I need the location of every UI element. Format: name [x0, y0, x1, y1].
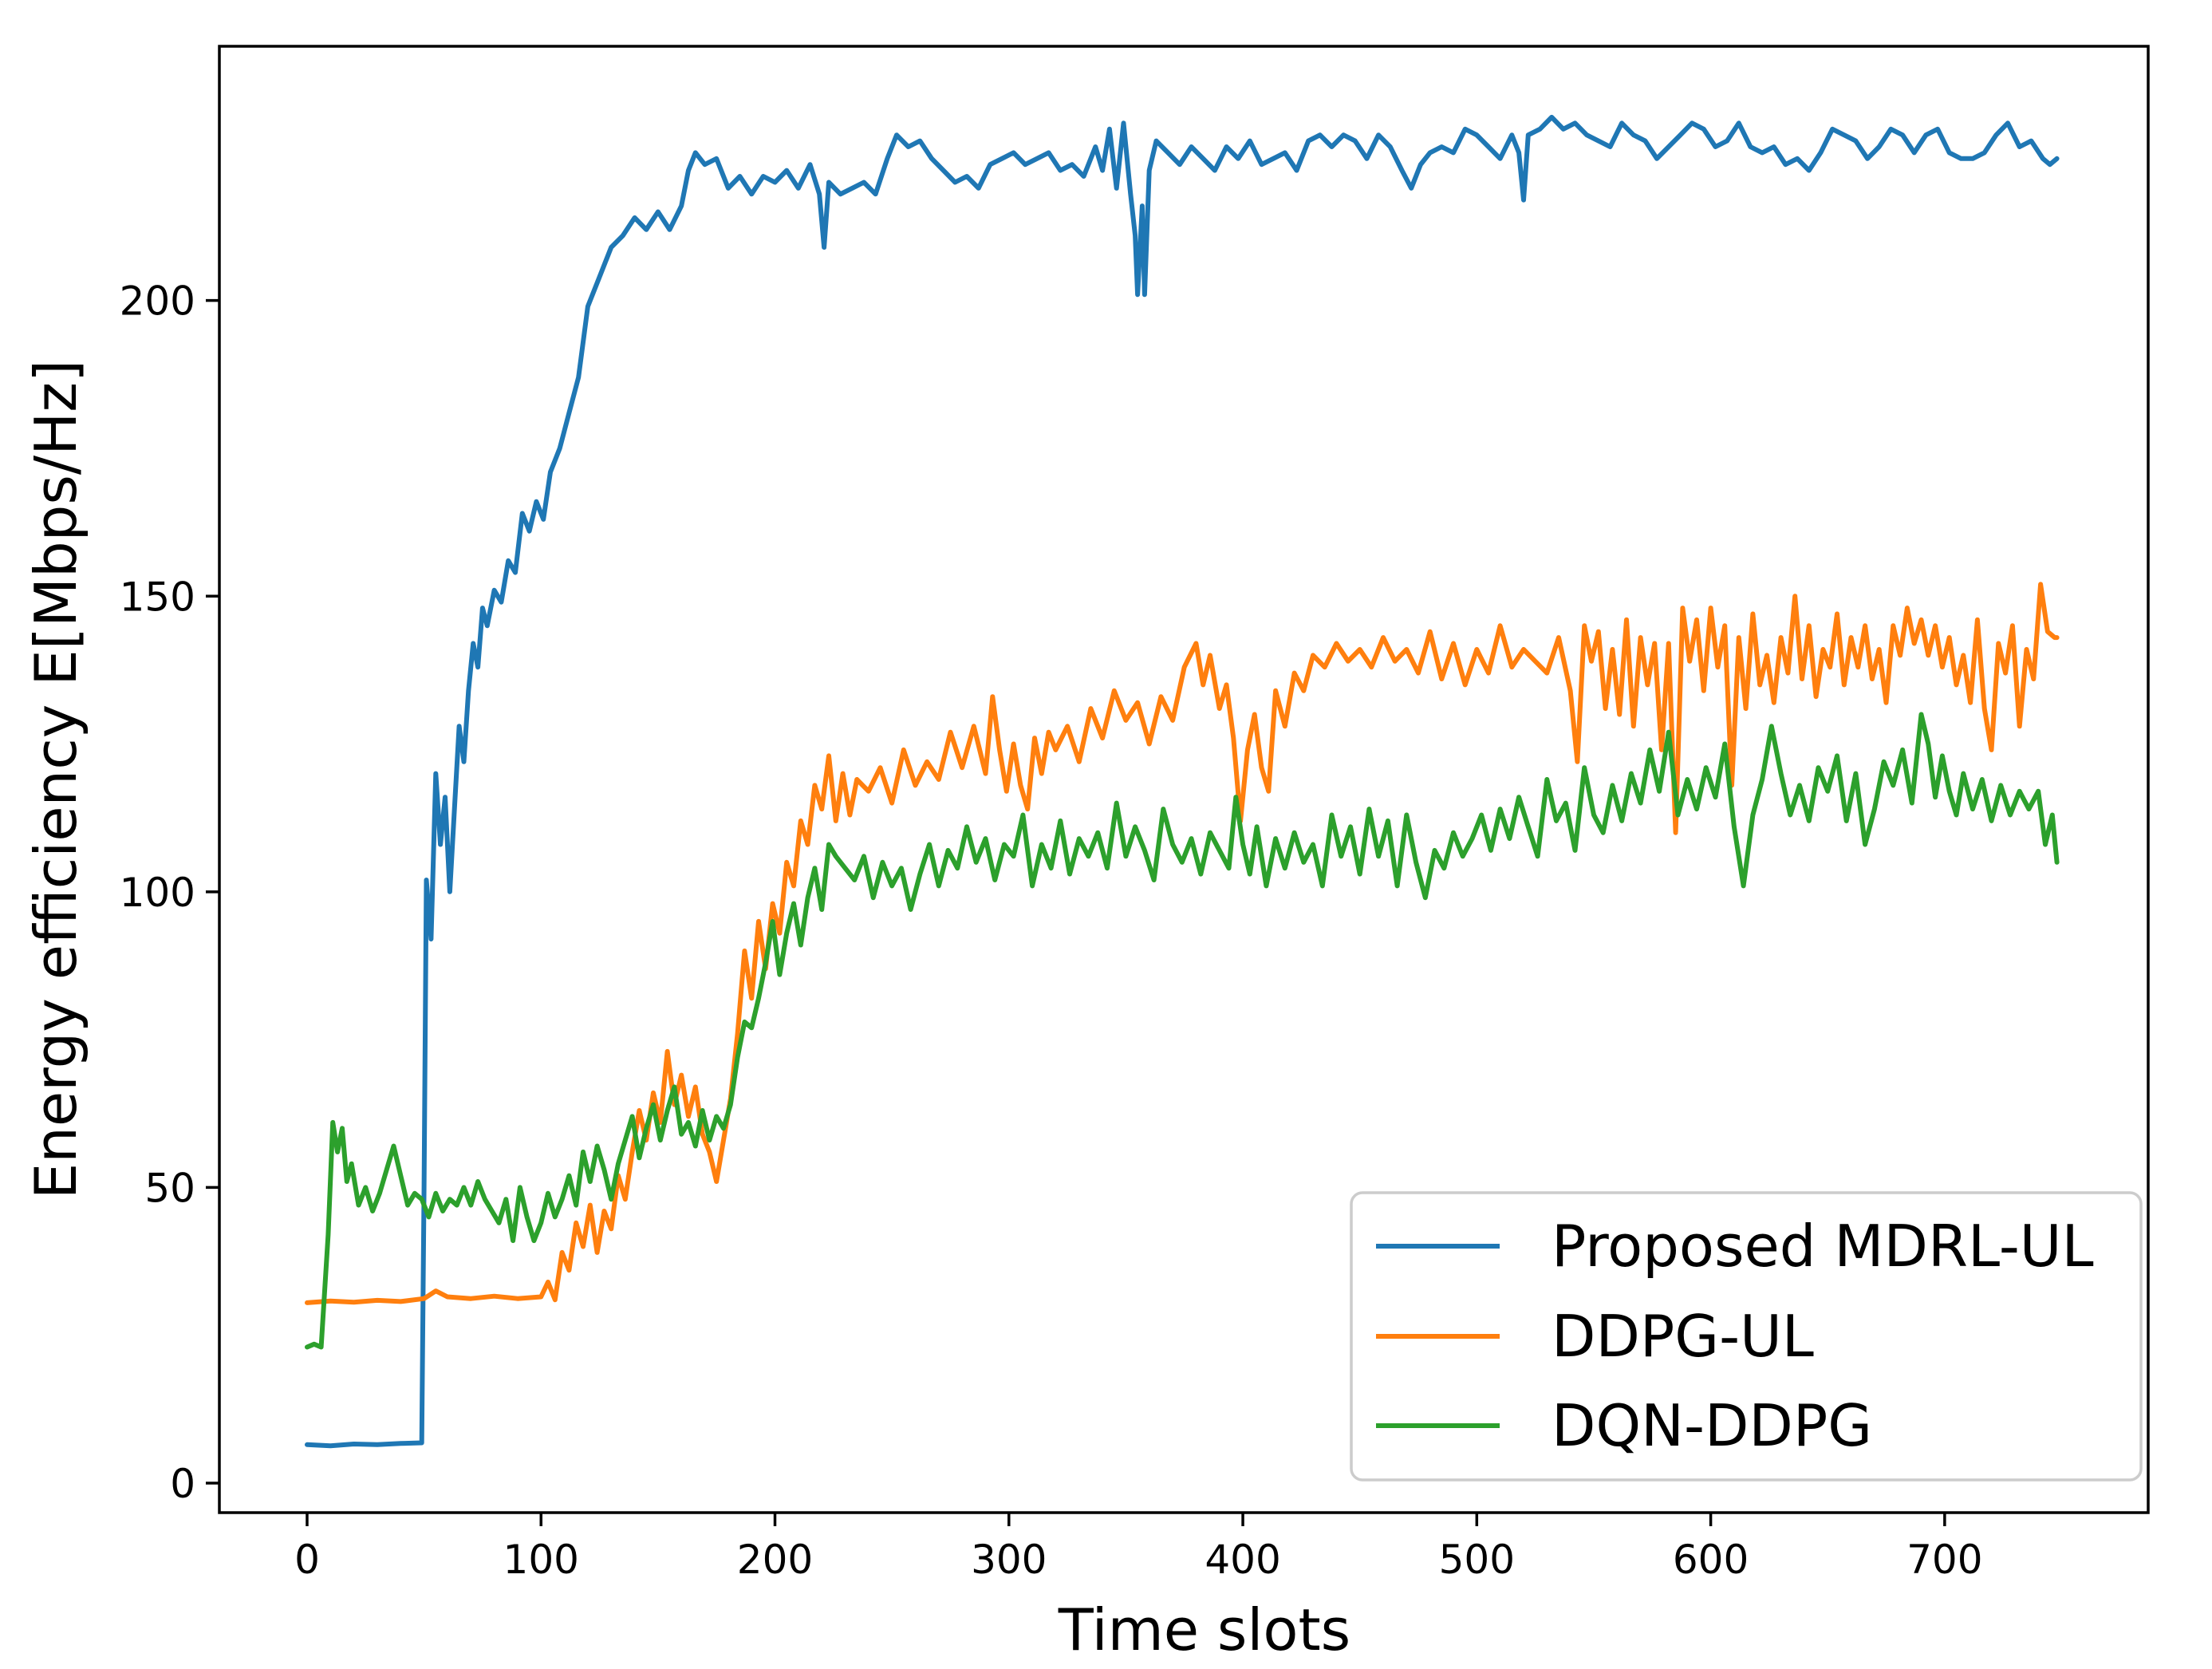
x-tick-label: 600: [1673, 1537, 1749, 1583]
plot-frame: [218, 45, 2150, 1514]
x-tick-label: 400: [1205, 1537, 1280, 1583]
legend: Proposed MDRL-UL DDPG-UL DQN-DDPG: [1350, 1191, 2143, 1482]
y-tick-label: 200: [120, 278, 195, 325]
y-axis-label: Energy efficiency E[Mbps/Hz]: [22, 360, 89, 1199]
legend-box: [1350, 1191, 2143, 1482]
x-axis: 0 100 200 300 400 500 600 700: [294, 1513, 1983, 1583]
legend-label-2: DDPG-UL: [1552, 1303, 1814, 1370]
series-line-2: [305, 582, 2060, 1305]
legend-label-3: DQN-DDPG: [1552, 1392, 1872, 1459]
x-tick-label: 300: [971, 1537, 1047, 1583]
y-axis: 0 50 100 150 200: [120, 278, 219, 1507]
x-tick-label: 500: [1439, 1537, 1515, 1583]
y-tick-label: 150: [120, 574, 195, 620]
y-tick-label: 100: [120, 870, 195, 916]
series-lines: [305, 114, 2060, 1449]
x-axis-label: Time slots: [1058, 1596, 1350, 1663]
series-line-1: [305, 114, 2060, 1449]
x-tick-label: 100: [503, 1537, 579, 1583]
x-tick-label: 200: [737, 1537, 813, 1583]
x-tick-label: 700: [1906, 1537, 1982, 1583]
x-tick-label: 0: [294, 1537, 320, 1583]
series-line-3: [305, 712, 2060, 1350]
y-tick-label: 50: [144, 1165, 195, 1211]
y-tick-label: 0: [170, 1461, 195, 1507]
legend-label-1: Proposed MDRL-UL: [1552, 1213, 2094, 1280]
